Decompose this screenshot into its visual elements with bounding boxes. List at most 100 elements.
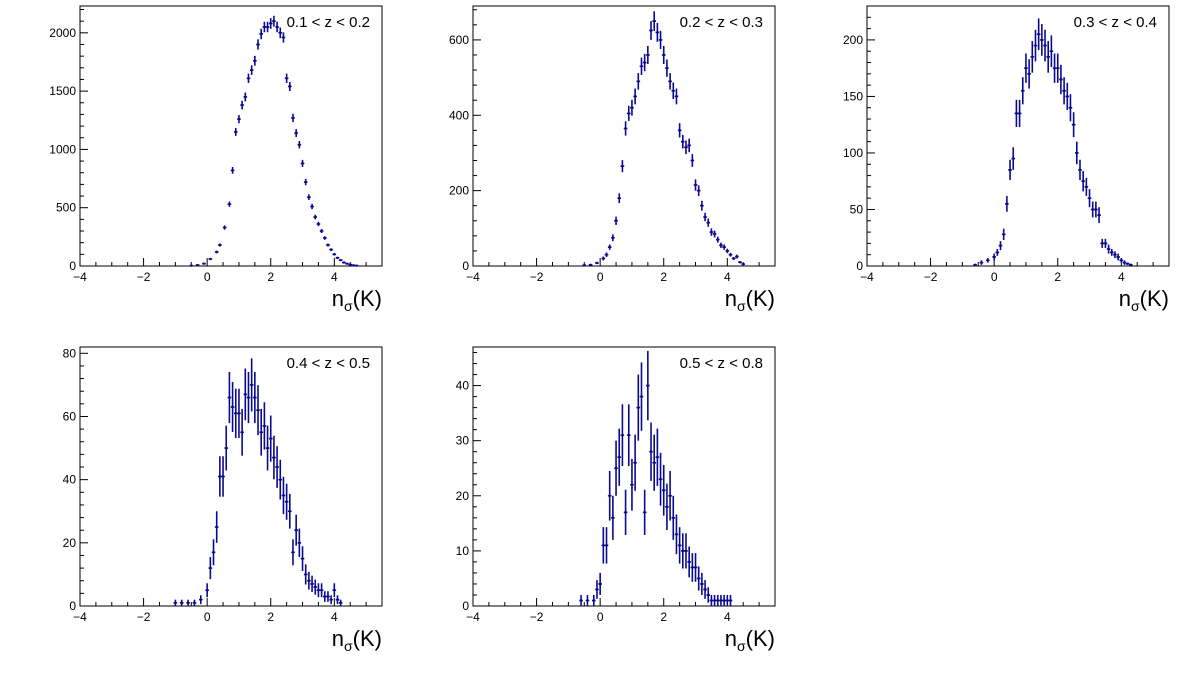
point-marker bbox=[285, 500, 288, 503]
data-point bbox=[671, 495, 676, 540]
data-point bbox=[316, 583, 321, 598]
point-marker bbox=[649, 450, 653, 453]
point-marker bbox=[1034, 44, 1037, 47]
point-marker bbox=[592, 599, 595, 602]
point-marker bbox=[719, 244, 723, 247]
point-marker bbox=[275, 465, 279, 469]
point-marker bbox=[269, 22, 272, 25]
data-point bbox=[268, 18, 273, 29]
x-axis-title-main: n bbox=[725, 626, 737, 651]
data-point bbox=[233, 127, 238, 136]
data-point bbox=[728, 252, 733, 257]
data-point bbox=[1065, 82, 1070, 110]
point-marker bbox=[253, 59, 257, 62]
point-marker bbox=[1031, 55, 1034, 59]
data-point bbox=[655, 428, 660, 486]
point-marker bbox=[253, 396, 257, 399]
data-point bbox=[665, 59, 669, 77]
data-point bbox=[345, 262, 349, 265]
point-marker bbox=[729, 599, 732, 602]
point-marker bbox=[1110, 251, 1113, 254]
data-point bbox=[649, 422, 653, 481]
data-point bbox=[1125, 262, 1130, 265]
point-marker bbox=[310, 205, 314, 208]
data-point bbox=[1036, 18, 1041, 51]
point-marker bbox=[675, 533, 678, 536]
point-marker bbox=[999, 244, 1002, 247]
x-axis-title-sub: σ bbox=[344, 638, 353, 654]
data-point bbox=[738, 261, 742, 264]
data-point bbox=[297, 528, 302, 558]
data-point bbox=[1081, 171, 1085, 192]
data-point bbox=[246, 73, 251, 83]
point-marker bbox=[225, 446, 228, 450]
point-marker bbox=[973, 263, 977, 267]
point-marker bbox=[250, 383, 253, 387]
x-tick-label: −4 bbox=[466, 270, 480, 284]
point-marker bbox=[726, 599, 729, 602]
panel-3: −4 −2 0 2 4 0 50 100 150 200 0.3 < z < 0.4 nσ(K) bbox=[843, 5, 1170, 314]
data-point bbox=[173, 599, 178, 606]
point-marker bbox=[231, 169, 234, 172]
point-marker bbox=[697, 189, 700, 192]
data-point bbox=[214, 250, 219, 254]
point-marker bbox=[1056, 66, 1059, 70]
data-point bbox=[354, 264, 359, 267]
y-tick-label: 1500 bbox=[49, 84, 76, 98]
point-marker bbox=[223, 226, 226, 229]
panel-label: 0.3 < z < 0.4 bbox=[1074, 14, 1157, 31]
data-point bbox=[222, 225, 227, 230]
x-tick-label: 4 bbox=[331, 270, 338, 284]
point-marker bbox=[221, 475, 225, 478]
point-marker bbox=[992, 255, 996, 259]
x-axis-title-sub: σ bbox=[344, 298, 353, 314]
data-point bbox=[253, 55, 257, 66]
data-point bbox=[623, 489, 628, 535]
data-point bbox=[633, 434, 637, 491]
y-tick-label: 150 bbox=[843, 89, 863, 103]
point-marker bbox=[1075, 151, 1079, 155]
point-marker bbox=[193, 601, 196, 605]
point-marker bbox=[228, 396, 231, 399]
x-tick-label: −4 bbox=[466, 610, 480, 624]
point-marker bbox=[646, 53, 650, 57]
data-point bbox=[1001, 228, 1006, 240]
data-point bbox=[668, 73, 672, 90]
data-point bbox=[351, 264, 356, 267]
point-marker bbox=[681, 140, 685, 143]
point-marker bbox=[298, 541, 301, 545]
x-tick-label: 4 bbox=[1118, 270, 1125, 284]
data-point bbox=[218, 456, 222, 497]
point-marker bbox=[694, 566, 697, 569]
x-tick-label: −4 bbox=[73, 270, 87, 284]
point-marker bbox=[1043, 44, 1047, 47]
point-marker bbox=[186, 601, 190, 605]
point-marker bbox=[256, 408, 260, 412]
x-tick-label: 0 bbox=[597, 270, 604, 284]
data-point bbox=[973, 263, 977, 267]
data-point bbox=[626, 105, 631, 121]
data-point bbox=[722, 594, 726, 606]
x-axis-title-main: n bbox=[725, 286, 737, 311]
data-point bbox=[275, 446, 279, 488]
point-marker bbox=[665, 505, 669, 509]
data-point bbox=[1100, 238, 1105, 248]
data-point bbox=[655, 22, 660, 42]
data-point bbox=[652, 434, 656, 491]
point-marker bbox=[228, 203, 231, 206]
point-marker bbox=[1097, 213, 1101, 217]
data-point bbox=[1049, 35, 1054, 68]
point-marker bbox=[618, 196, 621, 200]
data-point bbox=[1106, 244, 1111, 254]
x-tick-label: 2 bbox=[660, 610, 667, 624]
data-point bbox=[1052, 53, 1057, 83]
point-marker bbox=[640, 395, 643, 398]
data-point bbox=[715, 594, 720, 606]
data-point bbox=[706, 587, 711, 603]
data-point bbox=[227, 201, 232, 207]
data-point bbox=[249, 65, 254, 75]
data-point bbox=[214, 511, 219, 543]
data-point bbox=[303, 178, 308, 186]
data-point bbox=[992, 253, 996, 261]
